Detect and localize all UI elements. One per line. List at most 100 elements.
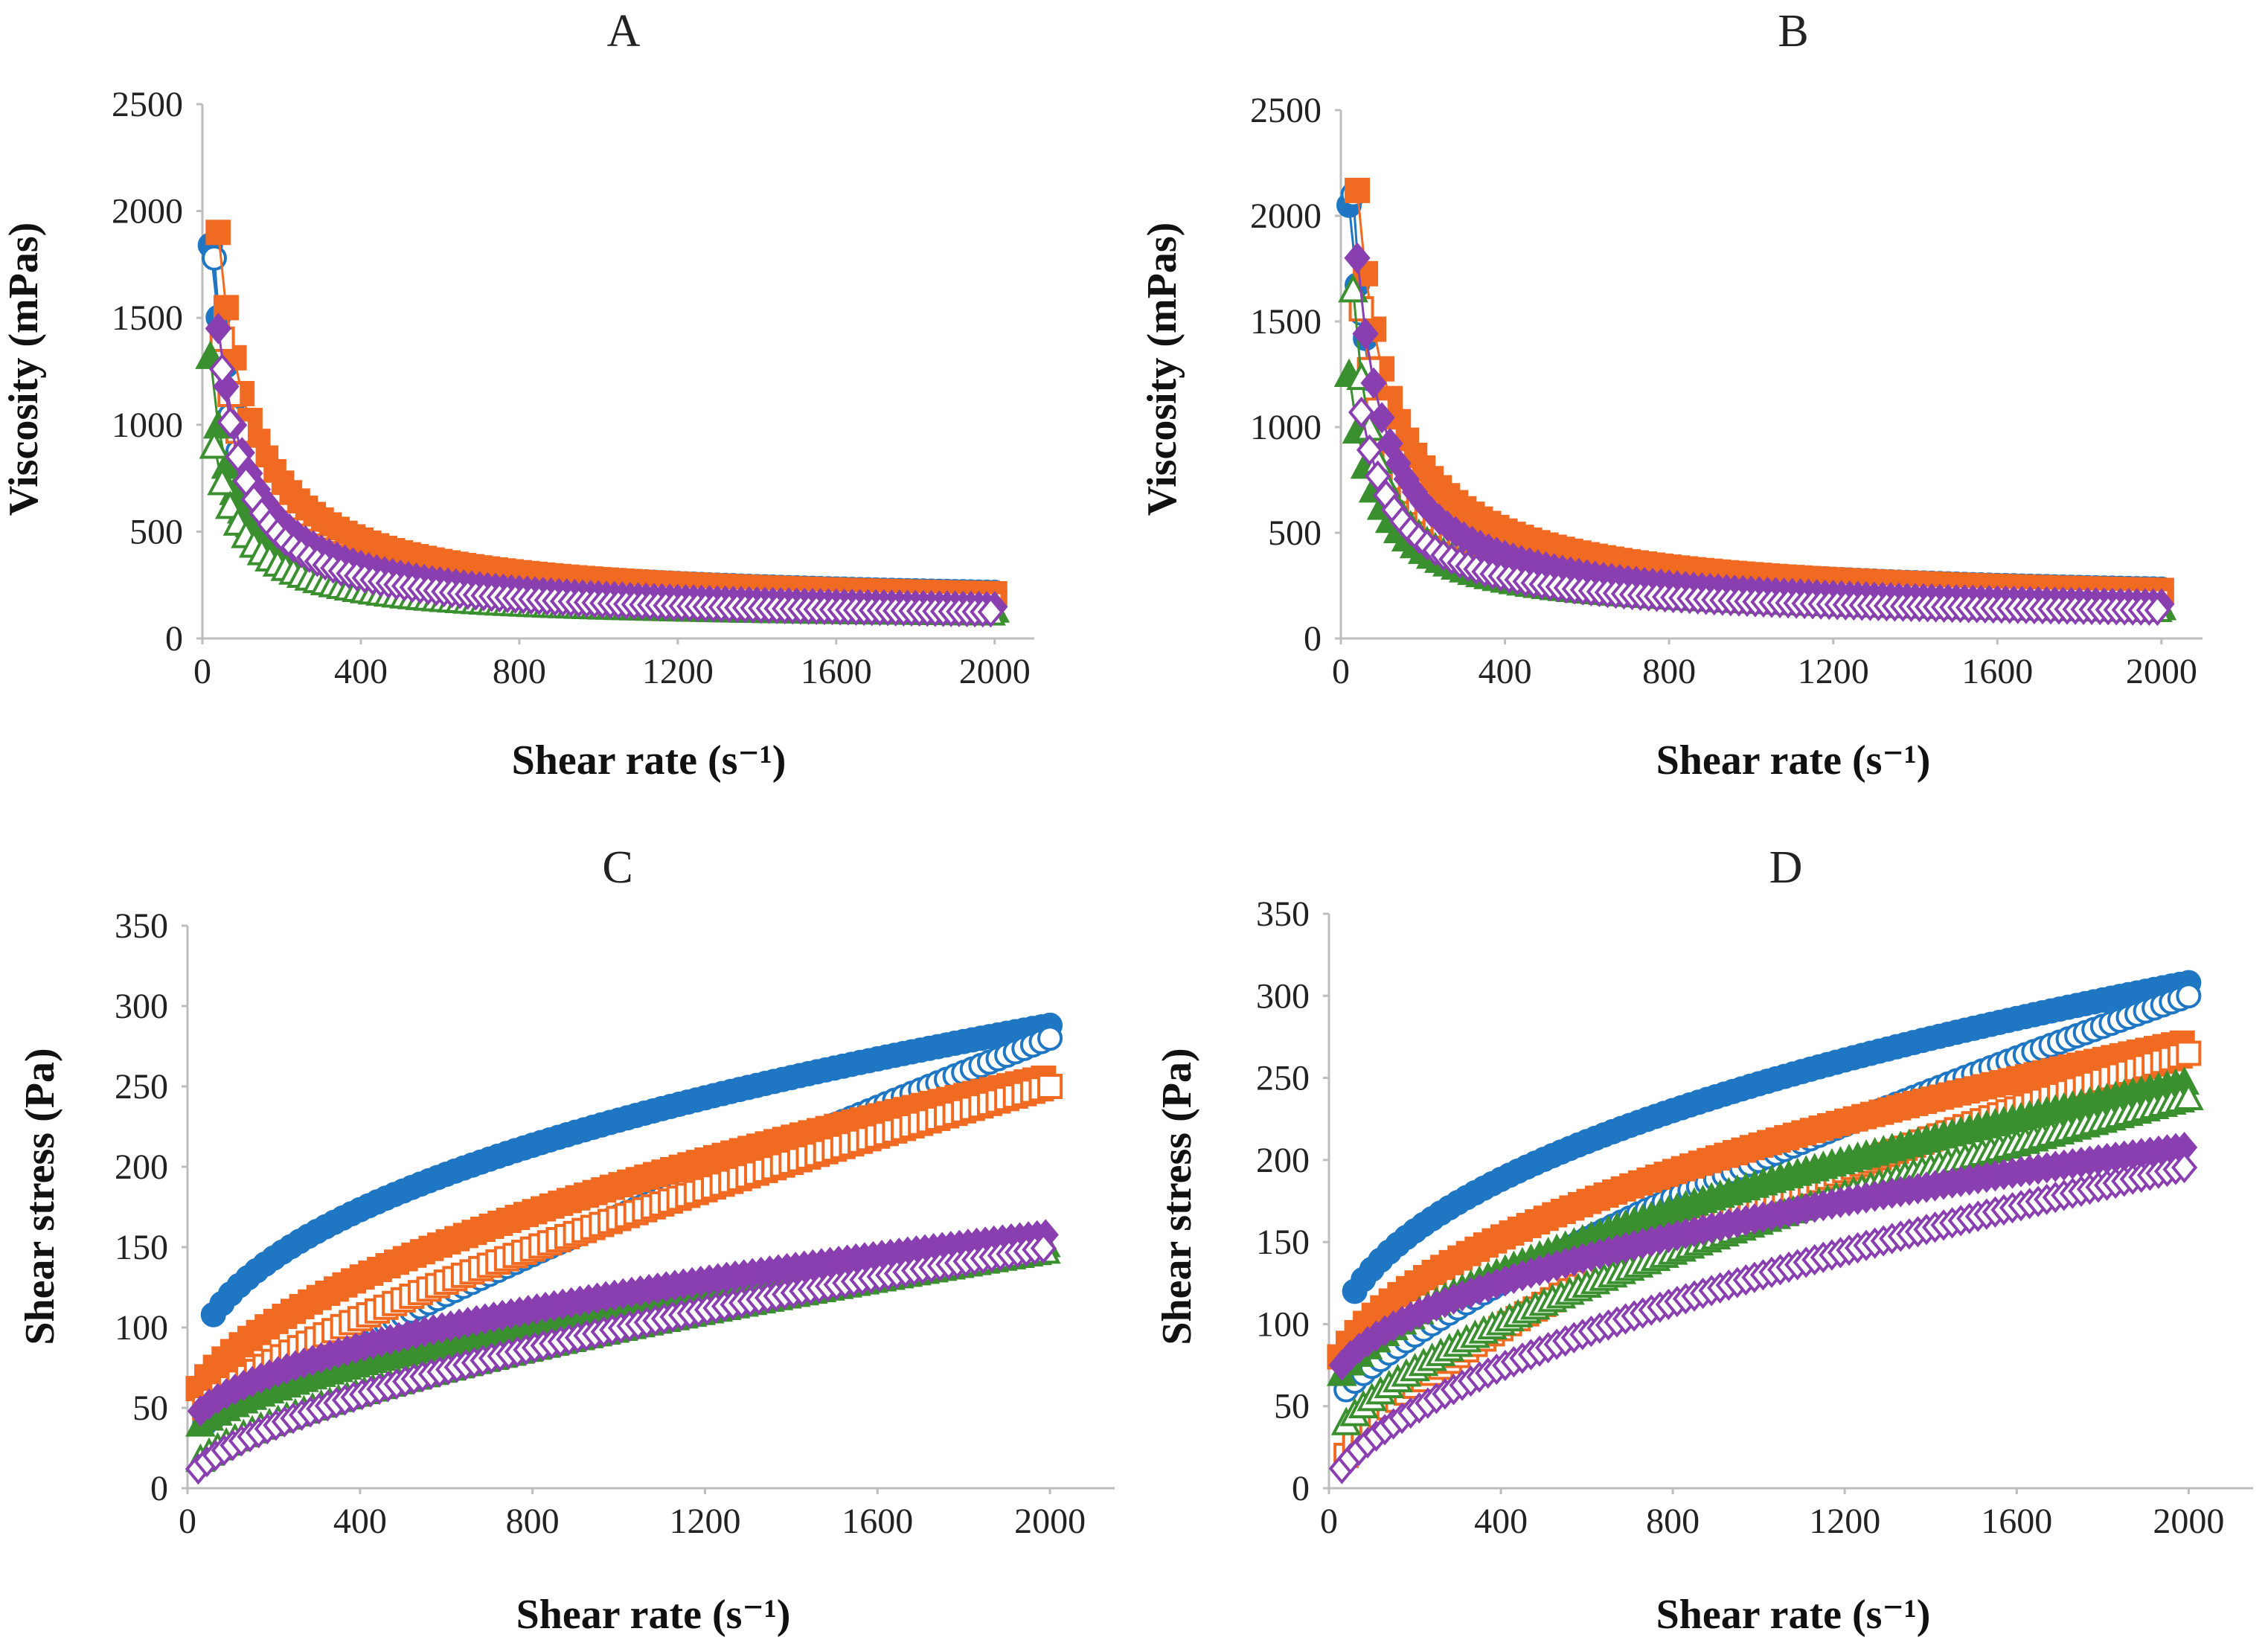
y-tick-label: 1500 (1250, 302, 1322, 342)
x-tick-label: 2000 (2153, 1502, 2224, 1541)
y-tick-label: 500 (1268, 513, 1322, 553)
y-tick-label: 350 (1256, 894, 1310, 934)
data-point (217, 406, 243, 438)
panel-a: 0 500 1000 1500 2000 2500 0 400 800 1200 1600 2000 A… (1, 6, 1034, 784)
data-point (2176, 983, 2202, 1009)
x-tick-label: 1600 (842, 1502, 913, 1541)
x-tick-label: 1600 (801, 652, 872, 691)
x-tick-label: 0 (193, 652, 211, 691)
series-diamond-open (1348, 396, 2171, 627)
x-tick-label: 1200 (1798, 652, 1869, 691)
y-tick-label: 0 (1292, 1469, 1310, 1508)
y-tick-label: 250 (115, 1067, 168, 1106)
data-point (2171, 1151, 2198, 1184)
data-point (2144, 594, 2171, 627)
y-tick-label: 500 (129, 512, 183, 551)
y-tick-label: 0 (165, 619, 183, 659)
x-tick-label: 1200 (642, 652, 714, 691)
data-point (1368, 402, 1395, 434)
y-tick-label: 200 (115, 1147, 168, 1187)
y-tick-label: 200 (1256, 1141, 1310, 1180)
y-axis-label: Shear stress (Pa) (17, 1048, 63, 1345)
panel-title: B (1778, 6, 1808, 57)
x-tick-label: 1200 (1809, 1502, 1880, 1541)
data-point (205, 220, 231, 246)
y-tick-label: 300 (115, 987, 168, 1026)
x-tick-label: 800 (1646, 1502, 1700, 1541)
y-tick-label: 150 (115, 1228, 168, 1267)
x-tick-label: 800 (493, 652, 546, 691)
x-tick-label: 400 (333, 1502, 387, 1541)
data-point (1037, 1074, 1063, 1099)
panel-d: 0 50 100 150 200 250 300 350 0 400 800 1200 1600 2000… (1154, 842, 2253, 1638)
x-tick-label: 400 (1479, 652, 1532, 691)
panel-c: 0 50 100 150 200 250 300 350 0 400 800 1200 1600 2000… (17, 842, 1115, 1638)
y-tick-label: 1500 (112, 298, 183, 338)
y-tick-label: 2500 (112, 85, 183, 124)
x-tick-label: 2000 (959, 652, 1031, 691)
data-point (199, 430, 230, 459)
y-tick-label: 150 (1256, 1223, 1310, 1262)
x-axis-label: Shear rate (s⁻¹) (1656, 737, 1931, 784)
x-axis-label: Shear rate (s⁻¹) (512, 737, 787, 784)
series-diamond-open (185, 1232, 1057, 1485)
series-diamond-open (1328, 1151, 2198, 1485)
data-point (1037, 1025, 1063, 1051)
x-tick-label: 1600 (1981, 1502, 2052, 1541)
data-point (977, 596, 1005, 628)
panel-title: C (602, 842, 632, 893)
x-axis-label: Shear rate (s⁻¹) (1656, 1592, 1931, 1638)
y-tick-label: 2000 (1250, 196, 1322, 236)
data-point (1360, 367, 1387, 399)
y-tick-label: 2500 (1250, 91, 1322, 130)
x-tick-label: 400 (334, 652, 388, 691)
y-tick-label: 100 (115, 1308, 168, 1348)
y-tick-label: 0 (1304, 619, 1322, 659)
y-tick-label: 1000 (1250, 408, 1322, 447)
y-tick-label: 100 (1256, 1304, 1310, 1344)
data-point (207, 467, 237, 496)
data-point (225, 441, 252, 473)
x-tick-label: 800 (506, 1502, 560, 1541)
data-point (209, 353, 236, 385)
y-tick-label: 1000 (112, 406, 183, 445)
data-point (1344, 242, 1371, 274)
panel-title: A (607, 6, 641, 57)
data-point (1338, 274, 1368, 303)
data-point (1030, 1232, 1057, 1264)
x-tick-label: 2000 (2126, 652, 2197, 691)
y-tick-label: 2000 (112, 192, 183, 231)
y-tick-label: 50 (1274, 1387, 1310, 1426)
data-point (1377, 427, 1403, 460)
data-point (205, 313, 231, 345)
y-axis-label: Shear stress (Pa) (1154, 1048, 1200, 1345)
series-circle-filled (1342, 970, 2202, 1304)
y-tick-label: 0 (150, 1469, 168, 1508)
x-tick-label: 800 (1642, 652, 1696, 691)
series-diamond-filled (1328, 1131, 2198, 1381)
y-tick-label: 250 (1256, 1059, 1310, 1098)
x-tick-label: 0 (179, 1502, 196, 1541)
data-point (1356, 434, 1383, 466)
series-square-open (192, 1074, 1063, 1421)
data-point (2174, 1081, 2204, 1111)
panel-b: 0 500 1000 1500 2000 2500 0 400 800 1200 1600 2000 B… (1139, 6, 2203, 784)
panel-title: D (1769, 842, 1803, 893)
y-axis-label: Viscosity (mPas) (1139, 222, 1185, 516)
data-point (1348, 396, 1375, 429)
x-tick-label: 400 (1474, 1502, 1528, 1541)
x-axis-label: Shear rate (s⁻¹) (516, 1592, 791, 1638)
x-tick-label: 0 (1332, 652, 1350, 691)
x-tick-label: 2000 (1014, 1502, 1086, 1541)
y-axis-label: Viscosity (mPas) (1, 222, 47, 516)
x-tick-label: 1200 (669, 1502, 740, 1541)
data-point (1352, 318, 1379, 350)
y-tick-label: 50 (132, 1389, 168, 1428)
x-tick-label: 0 (1320, 1502, 1338, 1541)
y-tick-label: 300 (1256, 976, 1310, 1016)
data-point (2176, 1040, 2202, 1066)
y-tick-label: 350 (115, 906, 168, 946)
data-point (1345, 177, 1371, 203)
series-diamond-open (209, 353, 1005, 628)
